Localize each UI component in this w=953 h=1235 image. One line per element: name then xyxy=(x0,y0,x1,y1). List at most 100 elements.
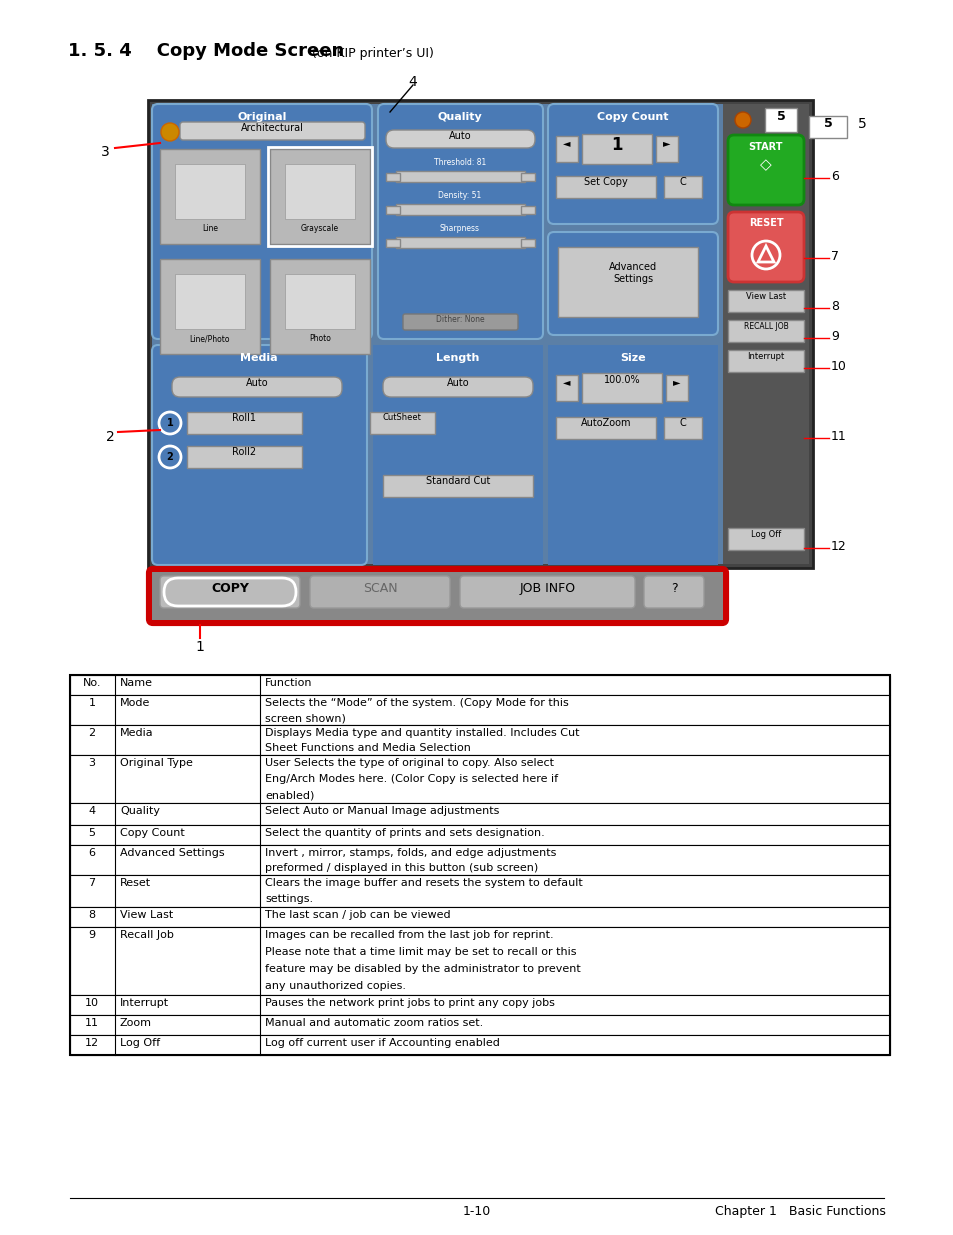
Text: Standard Cut: Standard Cut xyxy=(425,475,490,487)
Text: Quality: Quality xyxy=(120,806,160,816)
Text: Sharpness: Sharpness xyxy=(439,224,479,233)
Text: ◇: ◇ xyxy=(760,157,771,172)
Text: SCAN: SCAN xyxy=(362,582,396,595)
Text: Line/Photo: Line/Photo xyxy=(190,333,230,343)
Text: View Last: View Last xyxy=(745,291,785,301)
Bar xyxy=(520,173,535,182)
Text: Advanced
Settings: Advanced Settings xyxy=(608,262,657,284)
Text: Density: 51: Density: 51 xyxy=(438,191,481,200)
Text: 8: 8 xyxy=(830,300,838,312)
Text: Invert , mirror, stamps, folds, and edge adjustments: Invert , mirror, stamps, folds, and edge… xyxy=(265,848,556,858)
Bar xyxy=(386,240,399,247)
Text: JOB INFO: JOB INFO xyxy=(519,582,576,595)
Text: 1: 1 xyxy=(167,417,173,429)
Text: 3: 3 xyxy=(89,758,95,768)
Text: Size: Size xyxy=(619,353,645,363)
Text: feature may be disabled by the administrator to prevent: feature may be disabled by the administr… xyxy=(265,965,580,974)
Bar xyxy=(187,446,302,468)
Text: Auto: Auto xyxy=(448,131,471,141)
Text: Select the quantity of prints and sets designation.: Select the quantity of prints and sets d… xyxy=(265,827,544,839)
Bar xyxy=(727,320,803,342)
Bar xyxy=(665,375,687,401)
Text: 100.0%: 100.0% xyxy=(603,375,639,385)
Text: 1: 1 xyxy=(89,698,95,708)
Bar xyxy=(520,206,535,214)
Text: settings.: settings. xyxy=(265,894,313,904)
Bar xyxy=(174,164,245,219)
Text: any unauthorized copies.: any unauthorized copies. xyxy=(265,981,406,990)
FancyBboxPatch shape xyxy=(643,576,703,608)
FancyBboxPatch shape xyxy=(152,345,367,564)
Bar xyxy=(268,147,372,246)
Text: C: C xyxy=(679,417,685,429)
Bar xyxy=(386,206,399,214)
Text: Function: Function xyxy=(265,678,313,688)
Text: 11: 11 xyxy=(830,430,846,443)
Text: 5: 5 xyxy=(89,827,95,839)
Text: Advanced Settings: Advanced Settings xyxy=(120,848,224,858)
Text: CutSheet: CutSheet xyxy=(382,412,421,422)
Text: 2: 2 xyxy=(89,727,95,739)
Text: 6: 6 xyxy=(89,848,95,858)
Text: 1: 1 xyxy=(611,136,622,154)
Bar xyxy=(174,274,245,329)
Text: Log off current user if Accounting enabled: Log off current user if Accounting enabl… xyxy=(265,1037,499,1049)
FancyBboxPatch shape xyxy=(459,576,635,608)
Bar xyxy=(70,906,889,927)
Text: 8: 8 xyxy=(89,910,95,920)
Text: 3: 3 xyxy=(100,144,110,159)
Text: Zoom: Zoom xyxy=(120,1018,152,1028)
Bar xyxy=(70,755,889,803)
Text: 12: 12 xyxy=(830,540,846,553)
Text: Photo: Photo xyxy=(309,333,331,343)
Bar xyxy=(187,412,302,433)
Text: The last scan / job can be viewed: The last scan / job can be viewed xyxy=(265,910,450,920)
Text: 2: 2 xyxy=(167,452,173,462)
Bar xyxy=(160,259,260,354)
Text: 5: 5 xyxy=(776,110,784,124)
Text: START: START xyxy=(748,142,782,152)
Text: No.: No. xyxy=(83,678,101,688)
Text: 4: 4 xyxy=(89,806,95,816)
Text: 4: 4 xyxy=(408,75,416,89)
Bar xyxy=(270,149,370,245)
Bar xyxy=(382,475,533,496)
Text: Copy Count: Copy Count xyxy=(120,827,185,839)
Text: 2: 2 xyxy=(106,430,114,445)
Bar xyxy=(70,725,889,755)
Text: 1. 5. 4    Copy Mode Screen: 1. 5. 4 Copy Mode Screen xyxy=(68,42,344,61)
Bar xyxy=(160,149,260,245)
Bar xyxy=(520,240,535,247)
Text: Sheet Functions and Media Selection: Sheet Functions and Media Selection xyxy=(265,743,471,753)
Text: Interrupt: Interrupt xyxy=(746,352,783,361)
Text: Clears the image buffer and resets the system to default: Clears the image buffer and resets the s… xyxy=(265,878,582,888)
FancyBboxPatch shape xyxy=(377,104,542,338)
Text: 10: 10 xyxy=(830,359,846,373)
Text: enabled): enabled) xyxy=(265,790,314,800)
Text: Mode: Mode xyxy=(120,698,151,708)
Bar xyxy=(727,350,803,372)
Text: Displays Media type and quantity installed. Includes Cut: Displays Media type and quantity install… xyxy=(265,727,578,739)
Text: Quality: Quality xyxy=(437,112,482,122)
Text: 10: 10 xyxy=(85,998,99,1008)
Text: Length: Length xyxy=(436,353,479,363)
Text: RECALL JOB: RECALL JOB xyxy=(742,322,787,331)
Bar xyxy=(727,290,803,312)
Text: Please note that a time limit may be set to recall or this: Please note that a time limit may be set… xyxy=(265,947,576,957)
Bar xyxy=(722,104,808,564)
Bar xyxy=(70,845,889,876)
Text: Set Copy: Set Copy xyxy=(583,177,627,186)
Text: Log Off: Log Off xyxy=(750,530,781,538)
Bar xyxy=(395,170,524,182)
Bar xyxy=(70,995,889,1015)
Bar xyxy=(270,259,370,354)
Bar xyxy=(581,373,661,403)
Text: RESET: RESET xyxy=(748,219,782,228)
Bar xyxy=(556,177,656,198)
Text: Selects the “Mode” of the system. (Copy Mode for this: Selects the “Mode” of the system. (Copy … xyxy=(265,698,568,708)
Text: 9: 9 xyxy=(89,930,95,940)
Text: (on KIP printer’s UI): (on KIP printer’s UI) xyxy=(312,47,434,61)
Bar xyxy=(663,417,701,438)
Bar xyxy=(70,927,889,995)
Text: Media: Media xyxy=(120,727,153,739)
